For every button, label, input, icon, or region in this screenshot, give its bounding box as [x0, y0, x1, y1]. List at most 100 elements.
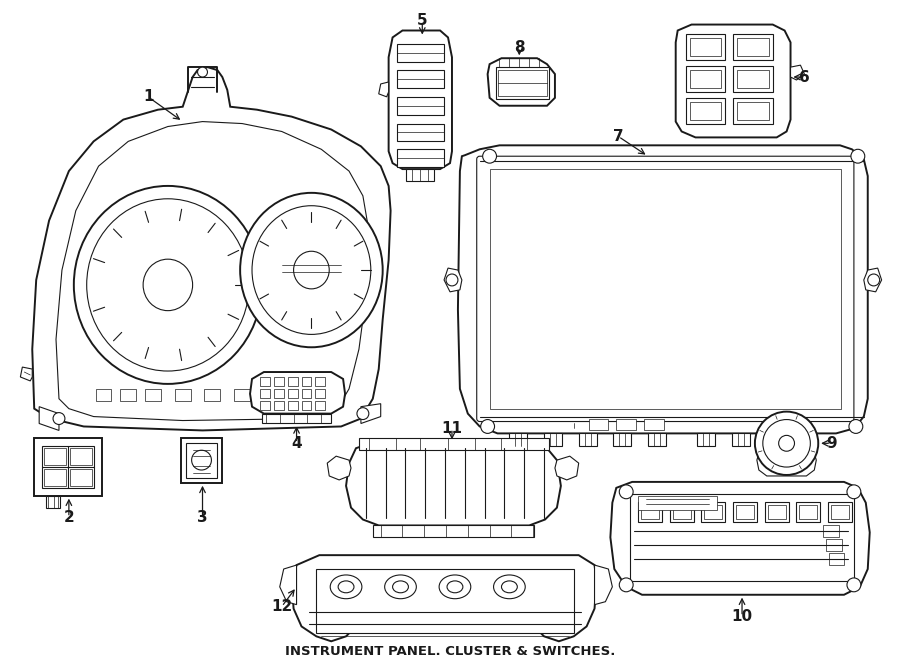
Polygon shape: [444, 268, 462, 292]
Bar: [689, 102, 721, 120]
Bar: [288, 401, 298, 410]
Text: INSTRUMENT PANEL. CLUSTER & SWITCHES.: INSTRUMENT PANEL. CLUSTER & SWITCHES.: [284, 645, 616, 657]
Polygon shape: [56, 122, 369, 420]
Bar: [734, 66, 773, 92]
Ellipse shape: [240, 193, 382, 348]
Ellipse shape: [252, 206, 371, 334]
Bar: [145, 389, 161, 401]
Bar: [274, 401, 284, 410]
Polygon shape: [328, 456, 351, 480]
Bar: [734, 502, 757, 522]
Ellipse shape: [849, 420, 863, 434]
Ellipse shape: [74, 186, 262, 384]
Polygon shape: [346, 442, 561, 526]
Polygon shape: [361, 404, 381, 424]
Polygon shape: [732, 434, 750, 446]
Polygon shape: [509, 434, 527, 446]
Bar: [359, 438, 549, 450]
Ellipse shape: [53, 412, 65, 424]
Bar: [175, 389, 191, 401]
Bar: [670, 502, 694, 522]
Text: 6: 6: [799, 70, 810, 85]
Bar: [734, 34, 773, 60]
Polygon shape: [458, 146, 868, 434]
Text: 2: 2: [64, 510, 75, 525]
Bar: [768, 504, 786, 518]
Bar: [95, 389, 112, 401]
Ellipse shape: [439, 575, 471, 598]
Polygon shape: [262, 414, 331, 424]
Bar: [737, 38, 769, 56]
Bar: [490, 169, 841, 408]
Ellipse shape: [446, 274, 458, 286]
Bar: [280, 258, 343, 282]
Polygon shape: [488, 58, 555, 106]
Text: 10: 10: [732, 609, 752, 624]
Bar: [589, 418, 608, 430]
Polygon shape: [292, 555, 597, 641]
Ellipse shape: [868, 274, 879, 286]
Bar: [302, 377, 311, 386]
Bar: [259, 389, 274, 401]
Ellipse shape: [198, 67, 208, 77]
Text: 4: 4: [292, 436, 302, 451]
Bar: [831, 504, 849, 518]
Bar: [204, 389, 220, 401]
Bar: [184, 273, 195, 295]
Bar: [686, 66, 725, 92]
Bar: [274, 377, 284, 386]
Polygon shape: [676, 24, 790, 138]
Bar: [826, 540, 842, 551]
Bar: [701, 502, 725, 522]
Bar: [641, 504, 659, 518]
Polygon shape: [757, 448, 816, 476]
Polygon shape: [40, 406, 59, 430]
Bar: [498, 70, 547, 96]
Bar: [288, 377, 298, 386]
Bar: [260, 377, 270, 386]
Text: 7: 7: [613, 129, 624, 144]
Bar: [689, 70, 721, 88]
Polygon shape: [21, 367, 32, 381]
Ellipse shape: [501, 581, 518, 592]
Ellipse shape: [481, 420, 494, 434]
Bar: [288, 389, 298, 398]
Bar: [686, 34, 725, 60]
Bar: [823, 526, 839, 538]
Bar: [734, 98, 773, 124]
Ellipse shape: [392, 581, 409, 592]
Bar: [407, 169, 434, 181]
Ellipse shape: [493, 575, 526, 598]
Polygon shape: [389, 30, 452, 169]
Polygon shape: [790, 65, 805, 80]
Polygon shape: [613, 434, 631, 446]
Text: 12: 12: [271, 599, 292, 614]
Ellipse shape: [850, 150, 865, 163]
Ellipse shape: [763, 420, 810, 467]
Bar: [34, 438, 102, 496]
Ellipse shape: [619, 485, 633, 498]
Polygon shape: [379, 82, 389, 97]
Bar: [737, 70, 769, 88]
Polygon shape: [864, 268, 882, 292]
FancyBboxPatch shape: [477, 156, 854, 422]
Ellipse shape: [357, 408, 369, 420]
Bar: [397, 44, 444, 62]
Ellipse shape: [755, 412, 818, 475]
Bar: [70, 448, 92, 465]
Bar: [181, 438, 222, 483]
Ellipse shape: [778, 436, 795, 451]
Bar: [829, 553, 844, 565]
Bar: [737, 102, 769, 120]
Bar: [638, 502, 662, 522]
Bar: [397, 70, 444, 88]
Ellipse shape: [482, 150, 497, 163]
Bar: [828, 502, 852, 522]
Bar: [317, 569, 573, 634]
Bar: [152, 273, 164, 295]
Bar: [302, 389, 311, 398]
Bar: [765, 502, 788, 522]
Bar: [302, 401, 311, 410]
Bar: [397, 97, 444, 115]
Bar: [630, 494, 854, 581]
